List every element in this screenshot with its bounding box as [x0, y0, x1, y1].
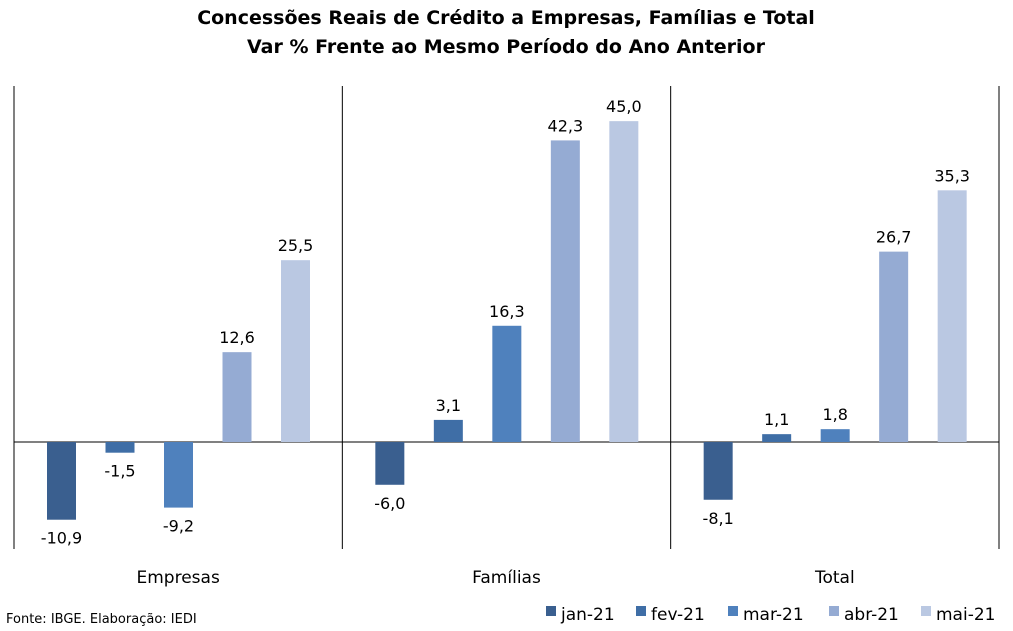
data-label: -8,1: [703, 509, 734, 528]
bar-mar-21-empresas: [164, 442, 193, 508]
data-label: 35,3: [934, 166, 970, 185]
bar-mai-21-total: [937, 190, 967, 442]
bar-fev-21-empresas: [105, 442, 135, 453]
bar-mar-21-total: [820, 429, 850, 442]
bar-mai-21-empresas: [281, 260, 310, 442]
data-label: -10,9: [41, 529, 82, 548]
bar-jan-21-empresas: [47, 442, 76, 520]
bar-jan-21-total: [703, 442, 733, 500]
legend-swatch-jan-21: [546, 606, 556, 616]
bar-fev-21-total: [762, 434, 792, 442]
legend-swatch-fev-21: [636, 606, 646, 616]
data-label: 1,8: [822, 405, 847, 424]
chart-subtitle: Var % Frente ao Mesmo Período do Ano Ant…: [247, 36, 766, 58]
legend-swatch-mar-21: [728, 606, 738, 616]
data-label: -1,5: [104, 462, 135, 481]
bar-abr-21-famílias: [550, 140, 580, 442]
source-note: Fonte: IBGE. Elaboração: IEDI: [6, 612, 197, 627]
data-label: -6,0: [374, 494, 405, 513]
data-label: 3,1: [436, 396, 461, 415]
legend-label-jan-21: jan-21: [560, 605, 615, 625]
plot-area: -10,9 -1,5 -9,2 12,6 25,5 Empresas -6,0 3,1 16,3…: [13, 86, 1000, 588]
bar-jan-21-famílias: [375, 442, 405, 485]
data-label: 25,5: [278, 236, 314, 255]
legend-label-fev-21: fev-21: [651, 605, 705, 625]
bar-abr-21-empresas: [222, 352, 252, 442]
data-label: 45,0: [606, 97, 642, 116]
legend: jan-21 fev-21 mar-21 abr-21 mai-21: [546, 605, 995, 625]
bar-fev-21-famílias: [433, 419, 463, 442]
category-label: Famílias: [472, 568, 541, 588]
data-label: 16,3: [489, 302, 525, 321]
data-label: 42,3: [548, 116, 584, 135]
data-label: 1,1: [764, 410, 789, 429]
bar-mar-21-famílias: [492, 325, 522, 442]
legend-label-mai-21: mai-21: [936, 605, 995, 625]
legend-label-abr-21: abr-21: [844, 605, 899, 625]
category-label: Empresas: [137, 568, 220, 588]
bar-abr-21-total: [879, 251, 909, 442]
legend-label-mar-21: mar-21: [743, 605, 804, 625]
category-label: Total: [814, 568, 855, 588]
data-label: 12,6: [219, 328, 255, 347]
chart-title: Concessões Reais de Crédito a Empresas, …: [197, 7, 815, 29]
legend-swatch-abr-21: [829, 606, 839, 616]
legend-swatch-mai-21: [921, 606, 931, 616]
data-label: 26,7: [876, 228, 912, 247]
bar-mai-21-famílias: [609, 121, 639, 443]
data-label: -9,2: [163, 517, 194, 536]
